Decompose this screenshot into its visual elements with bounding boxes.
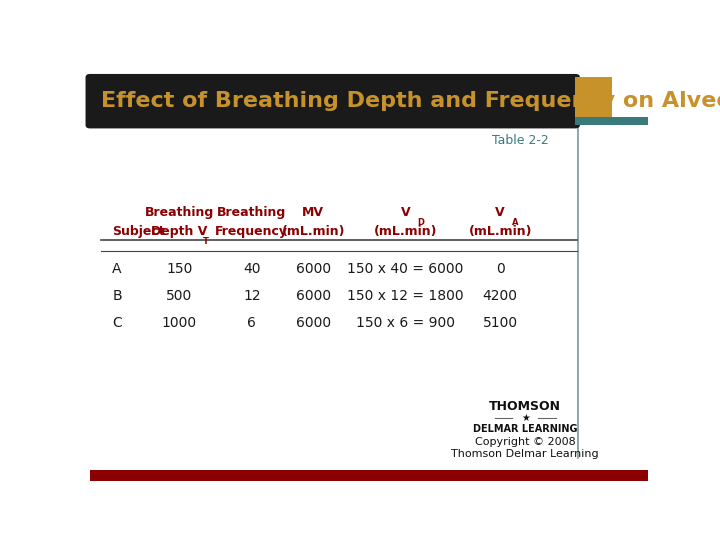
Text: Copyright © 2008
Thomson Delmar Learning: Copyright © 2008 Thomson Delmar Learning xyxy=(451,437,599,459)
Text: Table 2-2: Table 2-2 xyxy=(492,134,549,147)
Text: 5100: 5100 xyxy=(482,315,518,329)
Text: (mL.min): (mL.min) xyxy=(374,225,437,238)
Text: 4200: 4200 xyxy=(482,288,518,302)
Text: THOMSON: THOMSON xyxy=(490,400,562,413)
Text: 150: 150 xyxy=(166,261,192,275)
Text: 12: 12 xyxy=(243,288,261,302)
Text: 40: 40 xyxy=(243,261,261,275)
Text: 150 x 6 = 900: 150 x 6 = 900 xyxy=(356,315,455,329)
Text: 150 x 12 = 1800: 150 x 12 = 1800 xyxy=(347,288,464,302)
Text: Subject: Subject xyxy=(112,225,165,238)
Text: 6000: 6000 xyxy=(296,288,330,302)
Text: V: V xyxy=(495,206,505,219)
Text: ★: ★ xyxy=(521,413,530,423)
Text: Breathing: Breathing xyxy=(145,206,214,219)
Text: Effect of Breathing Depth and Frequency on Alveolar Ventilation: Effect of Breathing Depth and Frequency … xyxy=(101,91,720,111)
Bar xyxy=(90,470,648,481)
Text: T: T xyxy=(203,237,209,246)
Text: B: B xyxy=(112,288,122,302)
Text: A: A xyxy=(112,261,122,275)
Text: 6000: 6000 xyxy=(296,261,330,275)
Text: 0: 0 xyxy=(496,261,505,275)
Bar xyxy=(575,117,648,125)
Text: V: V xyxy=(400,206,410,219)
Text: 500: 500 xyxy=(166,288,192,302)
Text: 1000: 1000 xyxy=(162,315,197,329)
Text: 6000: 6000 xyxy=(296,315,330,329)
Text: A: A xyxy=(513,218,519,227)
Text: 150 x 40 = 6000: 150 x 40 = 6000 xyxy=(347,261,464,275)
Bar xyxy=(575,77,612,117)
Text: Frequency: Frequency xyxy=(215,225,288,238)
Text: (mL.min): (mL.min) xyxy=(282,225,345,238)
Text: 6: 6 xyxy=(248,315,256,329)
Text: D: D xyxy=(418,218,425,227)
Text: Breathing: Breathing xyxy=(217,206,287,219)
Text: (mL.min): (mL.min) xyxy=(469,225,532,238)
Text: DELMAR LEARNING: DELMAR LEARNING xyxy=(473,424,577,434)
Text: C: C xyxy=(112,315,122,329)
Text: MV: MV xyxy=(302,206,324,219)
Text: Depth V: Depth V xyxy=(151,225,207,238)
FancyBboxPatch shape xyxy=(86,74,580,129)
